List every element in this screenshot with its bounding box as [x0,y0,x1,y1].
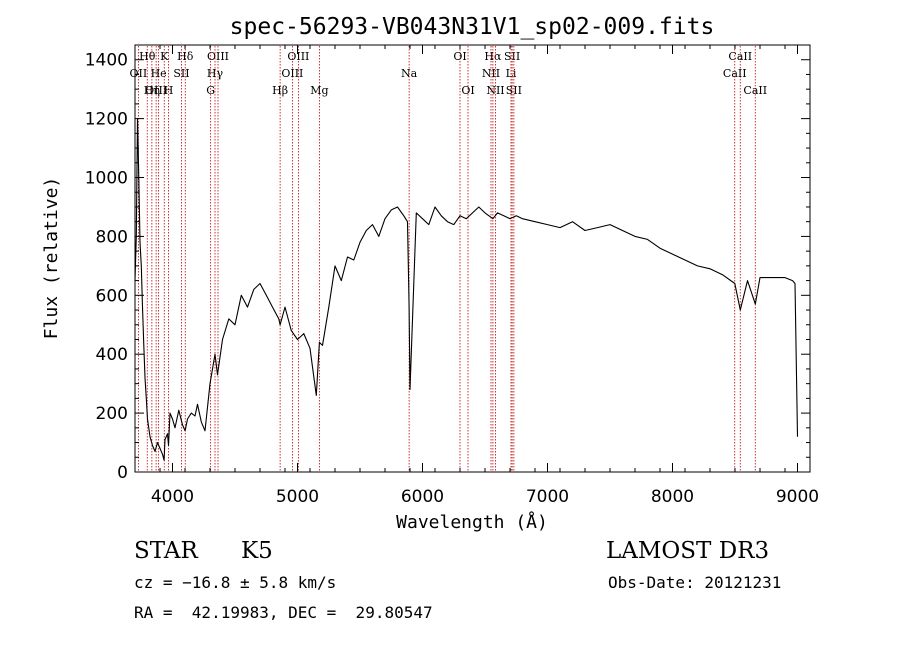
spectral-line-label: Hθ [139,50,156,63]
spectral-line-label: Li [506,67,517,80]
spectral-line-label: OIII [287,50,309,63]
spectral-line-label: Na [401,67,418,80]
spectral-line-label: He [151,67,167,80]
spectral-line-label: OIII [207,50,229,63]
spectral-line-label: H [164,84,174,97]
spectral-line-label: NII [486,84,504,97]
spectrum-series [134,118,799,461]
spectral-line-label: SII [506,84,522,97]
spectral-line-label: OIII [281,67,303,80]
object-subclass: K5 [241,538,273,564]
x-tick-label: 4000 [151,487,194,507]
y-tick-label: 1400 [85,51,128,71]
spectral-line-label: CaII [723,67,747,80]
spectral-line-label: CaII [743,84,767,97]
x-tick-label: 8000 [651,487,694,507]
redshift-readout: cz = −16.8 ± 5.8 km/s [134,573,337,592]
spectral-line-label: OIII [145,84,167,97]
plot-axes: 4000 5000 6000 7000 8000 9000 0 200 400 600 800 100… [85,44,819,507]
y-tick-label: 800 [96,227,128,247]
spectral-line-label: SII [504,50,520,63]
spectral-line-label: OI [461,84,474,97]
spectral-line-label: OI [453,50,466,63]
survey-label: LAMOST DR3 [606,538,770,564]
spectral-line-label: Hη [144,84,160,97]
x-tick-label: 9000 [776,487,819,507]
spectral-line-label: SII [173,67,189,80]
coordinates: RA = 42.19983, DEC = 29.80547 [134,603,433,622]
x-tick-label: 5000 [276,487,319,507]
x-tick-label: 7000 [526,487,569,507]
y-tick-label: 1000 [85,169,128,189]
x-tick-label: 6000 [401,487,444,507]
y-tick-label: 400 [96,345,128,365]
x-axis-label: Wavelength (Å) [396,511,548,533]
spectral-line-label: CaII [728,50,752,63]
spectral-line-label: Hγ [207,67,224,80]
plot-frame [134,44,811,473]
spectral-line-label: Hα [484,50,502,63]
spectral-line-label: Hδ [177,50,194,63]
y-axis-label: Flux (relative) [41,177,62,340]
spectral-line-label: Mg [310,84,328,97]
spectral-line-label: OII [130,67,148,80]
y-tick-label: 200 [96,404,128,424]
spectral-line-label: NII [482,67,500,80]
obs-date: Obs-Date: 20121231 [608,573,782,592]
y-tick-label: 1200 [85,110,128,130]
y-tick-label: 0 [117,463,128,483]
spectral-line-label: K [160,50,169,63]
spectrum-line [134,118,799,461]
y-tick-label: 600 [96,286,128,306]
spectral-line-label: G [206,84,215,97]
object-class: STAR [134,538,198,564]
spectral-line-label: Hβ [272,84,288,97]
chart-title: spec-56293-VB043N31V1_sp02-009.fits [230,14,715,40]
